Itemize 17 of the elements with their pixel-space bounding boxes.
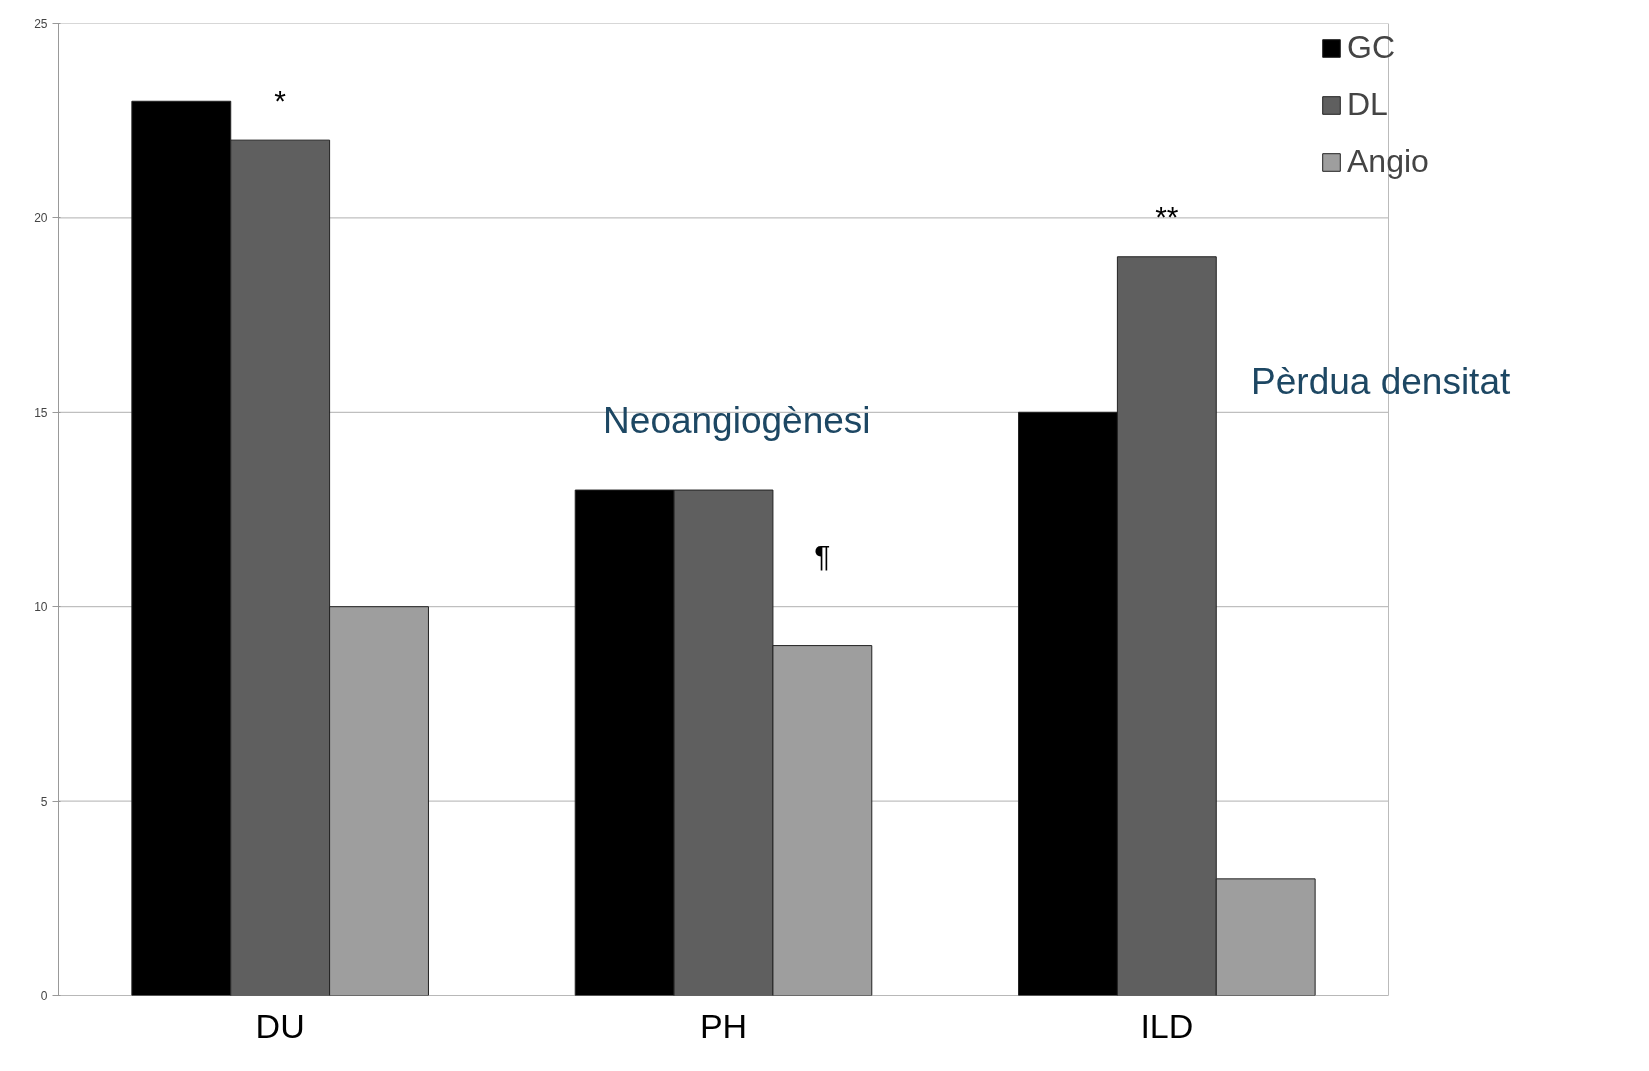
y-tick-label: 10 <box>34 600 48 615</box>
y-tick-label: 0 <box>40 989 48 1003</box>
x-tick-label: DU <box>255 1006 305 1045</box>
x-tick-label: ILD <box>1140 1006 1194 1045</box>
legend-label: DL <box>1347 86 1388 123</box>
legend-label: Angio <box>1347 143 1429 180</box>
annotation: Pèrdua densitat <box>1251 360 1511 402</box>
y-tick-label: 15 <box>34 405 48 420</box>
x-tick-label: PH <box>699 1006 748 1045</box>
y-tick-label: 5 <box>40 794 48 809</box>
annotation: ** <box>1155 200 1179 234</box>
y-tick-label: 25 <box>34 17 48 31</box>
annotation: ¶ <box>814 538 831 572</box>
annotation: * <box>274 83 287 117</box>
annotation: Neoangiogènesi <box>603 399 871 441</box>
y-tick-label: 20 <box>34 211 48 226</box>
legend-label: GC <box>1347 29 1395 66</box>
